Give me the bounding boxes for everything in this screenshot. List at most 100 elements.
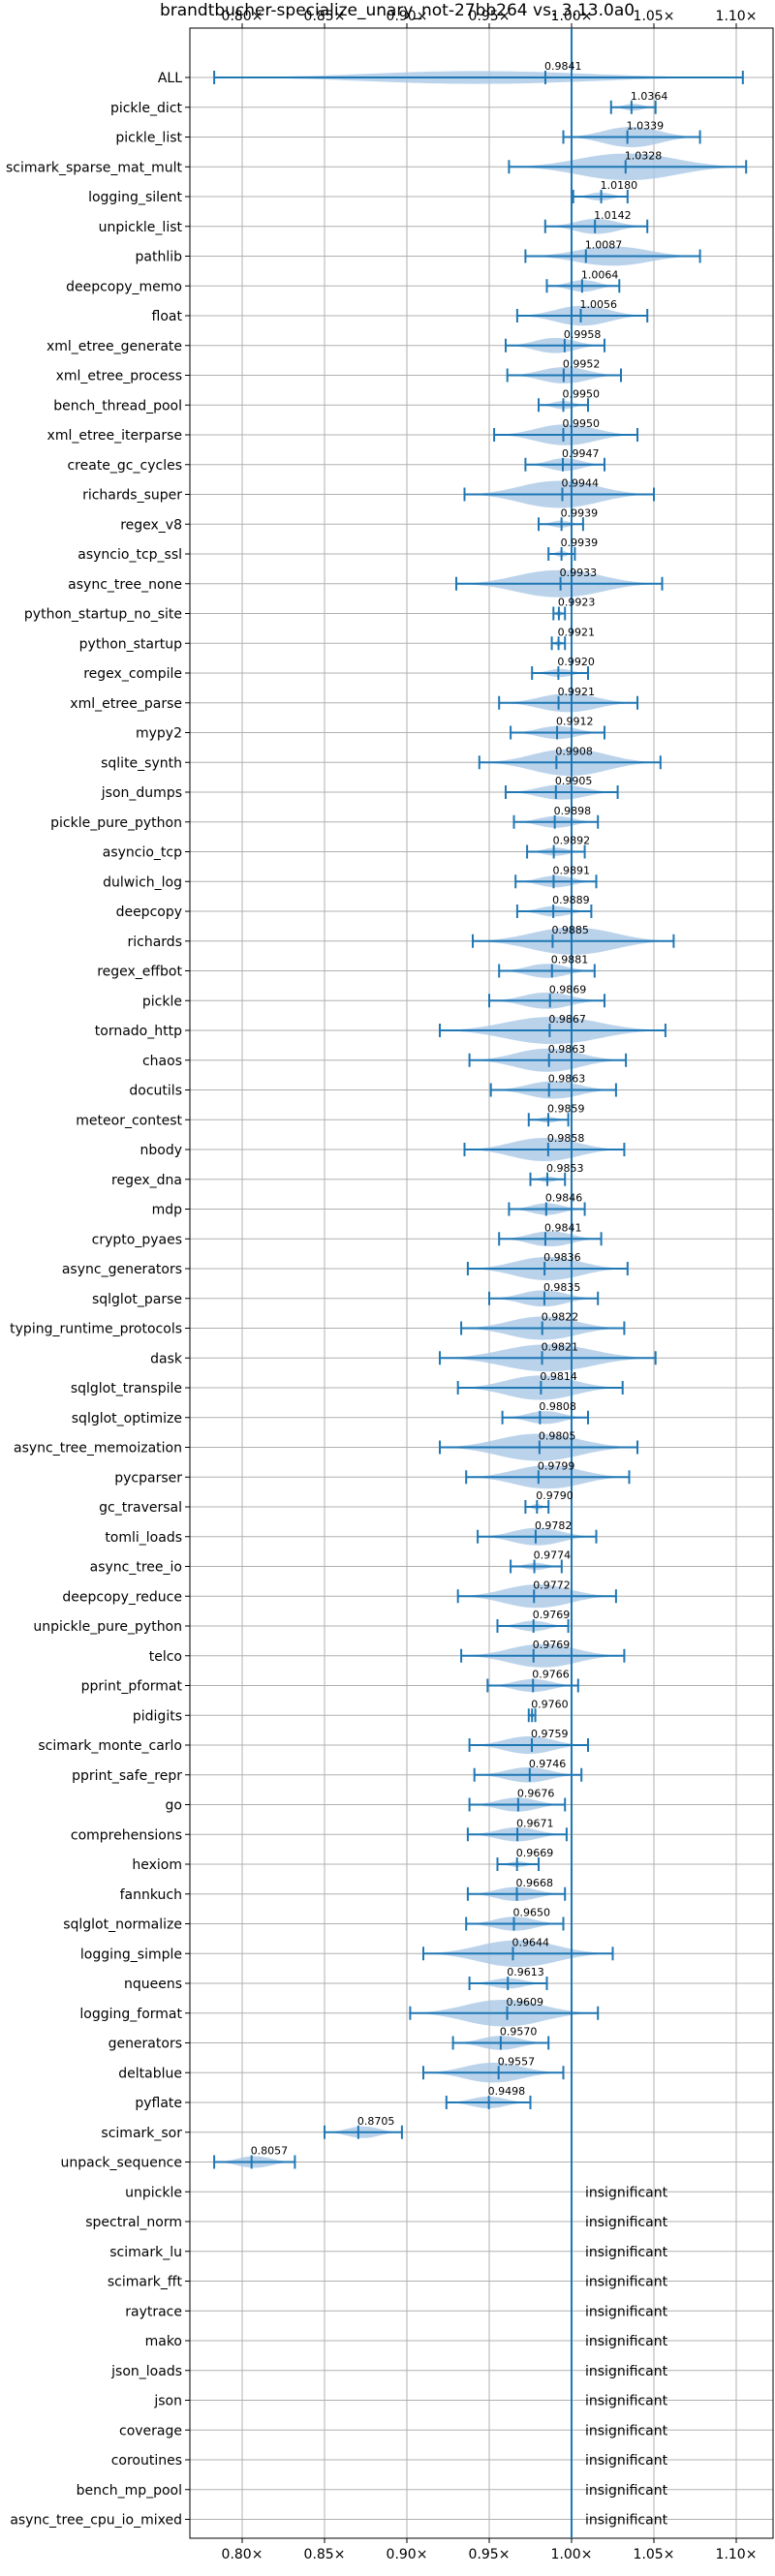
benchmark-label: scimark_fft [108,2275,183,2290]
benchmark-label: xml_etree_generate [46,339,182,354]
value-label: 0.9774 [534,1549,572,1562]
value-label: 0.9881 [551,954,589,966]
insignificant-label: insignificant [585,2275,668,2290]
benchmark-label: sqlite_synth [101,755,182,771]
benchmark-label: python_startup_no_site [24,607,182,623]
benchmark-label: mypy2 [136,726,182,742]
insignificant-label: insignificant [585,2215,668,2230]
value-label: 0.9944 [561,477,599,490]
value-label: 0.9885 [551,924,589,936]
benchmark-label: pickle_list [115,131,182,146]
insignificant-label: insignificant [585,2423,668,2438]
benchmark-label: unpack_sequence [61,2156,182,2171]
insignificant-label: insignificant [585,2185,668,2200]
value-label: 0.9950 [563,417,601,430]
benchmark-label: tornado_http [95,1024,182,1039]
benchmark-label: regex_v8 [120,517,182,533]
value-label: 0.9920 [557,656,595,668]
value-label: 0.9498 [488,2085,526,2098]
value-label: 0.9769 [533,1609,571,1621]
value-label: 1.0339 [627,120,665,133]
value-label: 1.0056 [580,298,618,311]
benchmark-label: unpickle_pure_python [33,1619,182,1635]
value-label: 0.9898 [554,805,592,817]
x-tick-label-bottom: 1.05× [634,2547,675,2562]
value-label: 0.9746 [529,1758,567,1770]
benchmark-label: pprint_pformat [81,1679,183,1695]
value-label: 0.9676 [517,1788,555,1800]
benchmark-label: richards_super [82,488,182,504]
value-label: 1.0180 [601,179,638,192]
benchmark-label: xml_etree_process [56,369,182,384]
value-label: 1.0087 [585,239,623,252]
violins [213,28,748,2538]
benchmark-label: tomli_loads [105,1530,182,1546]
benchmark-label: typing_runtime_protocols [10,1322,182,1337]
benchmark-label: coroutines [111,2453,182,2469]
value-label: 0.9863 [548,1073,586,1086]
value-label: 0.9570 [500,2026,538,2039]
x-tick-label-top: 0.90× [387,9,428,24]
benchmark-label: pickle_dict [110,101,183,116]
insignificant-label: insignificant [585,2364,668,2379]
x-tick-label-top: 1.00× [551,9,593,24]
x-tick-label-top: 1.10× [716,9,758,24]
benchmark-label: sqlglot_parse [92,1292,182,1307]
insignificant-label: insignificant [585,2453,668,2469]
benchmark-label: pickle [142,994,182,1009]
benchmark-label: logging_silent [88,190,182,205]
x-tick-label-bottom: 0.90× [387,2547,428,2562]
value-label: 0.9821 [542,1340,579,1353]
value-label: 0.9835 [543,1281,581,1294]
value-label: 0.9867 [548,1013,586,1026]
value-label: 0.9772 [533,1579,571,1591]
value-label: 0.9853 [546,1162,584,1175]
value-label: 0.8057 [251,2145,289,2158]
benchmark-label: json [153,2394,182,2409]
value-label: 0.9846 [545,1192,583,1205]
value-label: 0.8705 [357,2115,395,2128]
x-tick-label-top: 0.85× [304,9,346,24]
axes-frame [189,27,774,2539]
value-label: 0.9939 [561,506,599,519]
benchmark-label: sqlglot_transpile [71,1381,182,1396]
benchmark-label: comprehensions [71,1827,182,1843]
benchmark-label: python_startup [79,636,182,652]
value-label: 0.9891 [552,864,590,876]
benchmark-label: dulwich_log [103,874,182,890]
benchmark-label: docutils [129,1084,182,1099]
value-label: 0.9939 [561,537,599,549]
benchmark-label: gc_traversal [99,1500,182,1516]
value-label: 0.9863 [548,1043,586,1056]
value-label: 0.9808 [539,1400,576,1413]
value-label: 0.9650 [513,1907,551,1919]
value-label: 0.9671 [516,1817,554,1829]
x-axis-ticks: 0.80× 0.80× 0.85× 0.85× 0.90× 0.90× 0.95× 0.95×… [185,9,757,2562]
value-label: 0.9859 [547,1102,585,1115]
value-label: 0.9912 [556,716,594,728]
benchmark-label: hexiom [132,1857,182,1873]
benchmark-label: mako [145,2334,182,2349]
insignificant-label: insignificant [585,2334,668,2349]
benchmark-label: bench_mp_pool [77,2483,182,2499]
insignificant-label: insignificant [585,2245,668,2260]
benchmark-label: deepcopy_memo [66,279,182,294]
benchmark-label: scimark_lu [109,2245,182,2260]
benchmark-label: async_tree_none [68,577,182,593]
value-label: 0.9841 [544,60,582,73]
value-label: 0.9557 [498,2055,536,2068]
value-label: 0.9947 [562,447,600,460]
value-label: 0.9836 [543,1251,581,1264]
benchmark-label: sqlglot_normalize [63,1917,182,1933]
benchmark-label: asyncio_tcp [103,845,182,861]
benchmark-label: scimark_monte_carlo [38,1738,182,1754]
x-tick-label-bottom: 1.10× [716,2547,758,2562]
benchmark-label: bench_thread_pool [53,398,182,414]
value-label: 0.9613 [507,1966,544,1978]
value-label: 0.9869 [549,983,587,996]
insignificant-label: insignificant [585,2394,668,2409]
value-label: 0.9814 [540,1370,577,1383]
value-label: 0.9952 [563,358,601,371]
x-tick-label-bottom: 0.80× [222,2547,264,2562]
benchmark-label: raytrace [125,2304,182,2319]
